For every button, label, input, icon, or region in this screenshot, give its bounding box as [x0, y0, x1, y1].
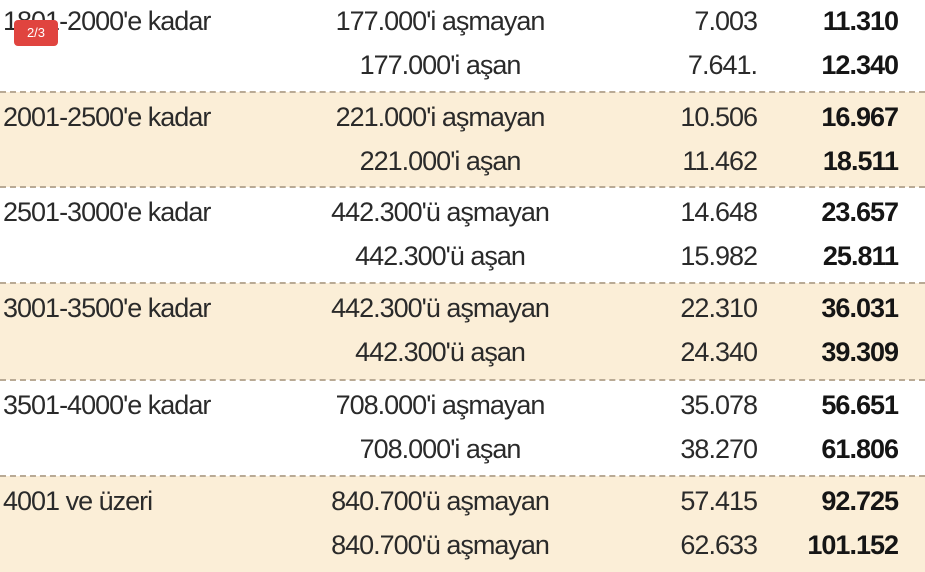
range-label: 2001-2500'e kadar	[3, 102, 211, 132]
threshold: 221.000'i aşmayan	[335, 102, 546, 132]
amount: 14.648	[680, 197, 758, 227]
amount-bold: 39.309	[821, 337, 899, 367]
amount-bold: 12.340	[821, 50, 899, 80]
amount-bold: 11.310	[822, 6, 899, 36]
row-separator	[0, 91, 925, 93]
threshold: 442.300'ü aşmayan	[331, 197, 550, 227]
threshold: 177.000'i aşmayan	[335, 6, 546, 36]
range-label: 3501-4000'e kadar	[3, 390, 211, 420]
amount-bold: 36.031	[821, 293, 899, 323]
threshold: 221.000'i aşan	[359, 146, 522, 176]
amount: 35.078	[680, 390, 758, 420]
amount-bold: 18.511	[822, 146, 899, 176]
table-group: 4001 ve üzeri 840.700'ü aşmayan 57.415 92.7…	[0, 476, 925, 572]
amount-bold: 101.152	[807, 530, 899, 560]
table-group: 2501-3000'e kadar 442.300'ü aşmayan 14.648…	[0, 187, 925, 283]
amount-bold: 23.657	[821, 197, 899, 227]
threshold: 840.700'ü aşmayan	[331, 486, 550, 516]
amount: 7.003	[694, 6, 758, 36]
amount: 15.982	[680, 241, 758, 271]
range-label: 2501-3000'e kadar	[3, 197, 211, 227]
amount: 7.641.	[687, 50, 758, 80]
row-separator	[0, 475, 925, 477]
table-group: 2001-2500'e kadar 221.000'i aşmayan 10.506…	[0, 92, 925, 187]
threshold: 442.300'ü aşmayan	[331, 293, 550, 323]
amount-bold: 16.967	[821, 102, 899, 132]
row-separator	[0, 186, 925, 188]
amount-bold: 56.651	[821, 390, 899, 420]
page-badge: 2/3	[14, 20, 58, 46]
threshold: 442.300'ü aşan	[355, 337, 526, 367]
amount-bold: 61.806	[821, 434, 899, 464]
amount: 57.415	[680, 486, 758, 516]
amount: 62.633	[680, 530, 758, 560]
amount: 38.270	[680, 434, 758, 464]
amount: 22.310	[680, 293, 758, 323]
threshold: 708.000'i aşan	[359, 434, 522, 464]
amount: 24.340	[680, 337, 758, 367]
row-separator	[0, 379, 925, 381]
range-label: 3001-3500'e kadar	[3, 293, 211, 323]
table-group: 3001-3500'e kadar 442.300'ü aşmayan 22.310…	[0, 283, 925, 380]
threshold: 840.700'ü aşmayan	[331, 530, 550, 560]
amount: 11.462	[682, 146, 758, 176]
threshold: 442.300'ü aşan	[355, 241, 526, 271]
table-group: 1801-2000'e kadar 177.000'i aşmayan 7.003 1…	[0, 0, 925, 92]
amount-bold: 25.811	[822, 241, 899, 271]
range-label: 4001 ve üzeri	[3, 486, 153, 516]
threshold: 177.000'i aşan	[359, 50, 522, 80]
table-group: 3501-4000'e kadar 708.000'i aşmayan 35.078…	[0, 380, 925, 476]
amount-bold: 92.725	[821, 486, 899, 516]
amount: 10.506	[680, 102, 758, 132]
threshold: 708.000'i aşmayan	[335, 390, 546, 420]
row-separator	[0, 282, 925, 284]
